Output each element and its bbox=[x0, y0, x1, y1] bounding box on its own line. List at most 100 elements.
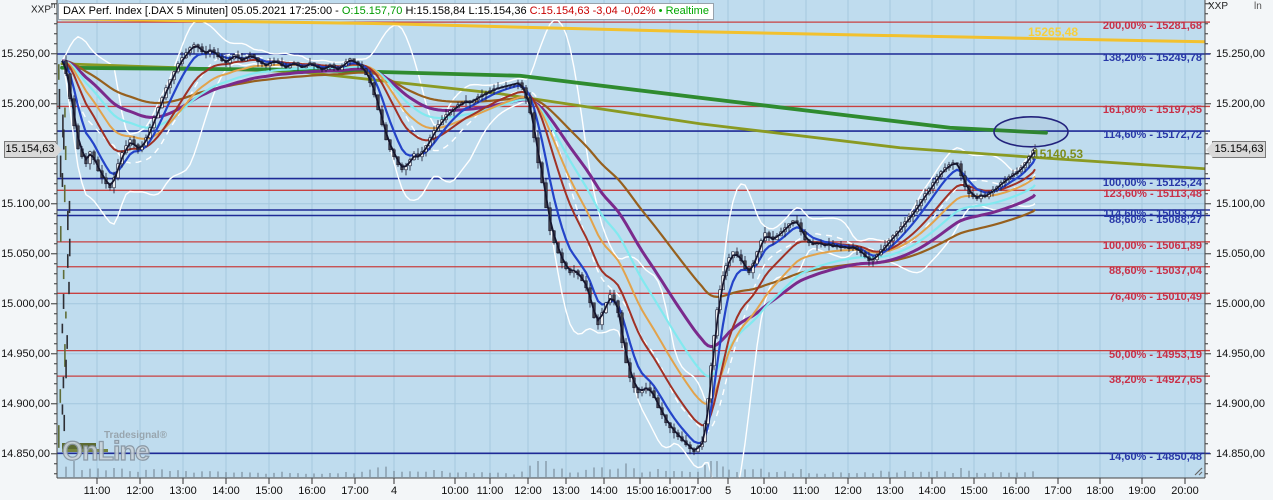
volume-bar bbox=[577, 472, 579, 477]
fibonacci-label: 38,20% - 14927,65 bbox=[1109, 374, 1202, 387]
resize-diagonal bbox=[1194, 467, 1203, 476]
history-tick bbox=[63, 414, 66, 432]
ellipse-annotation[interactable] bbox=[993, 115, 1069, 148]
log-linear-toggle[interactable]: ln bbox=[1254, 1, 1262, 12]
history-tick bbox=[58, 64, 60, 80]
time-tick-label: 5 bbox=[724, 485, 732, 497]
volume-bar bbox=[776, 472, 778, 477]
time-tick-label: 11:00 bbox=[476, 485, 504, 497]
volume-bar bbox=[816, 473, 818, 477]
ellipse-annotation-layer[interactable] bbox=[993, 115, 1069, 148]
time-tick-label: 14:00 bbox=[918, 485, 946, 497]
title-segment: • Realtime bbox=[658, 5, 709, 17]
time-tick-label: 17:00 bbox=[341, 485, 369, 497]
volume-bar bbox=[185, 471, 187, 477]
volume-bar bbox=[417, 471, 419, 477]
time-tick-label: 12:00 bbox=[834, 485, 862, 497]
volume-bar bbox=[960, 468, 962, 477]
volume-bar bbox=[505, 473, 507, 477]
volume-bar bbox=[409, 471, 411, 477]
price-tick-label: 14.900,00 bbox=[1, 397, 50, 410]
fibonacci-label: 76,40% - 15010,49 bbox=[1109, 291, 1202, 304]
volume-bar bbox=[673, 471, 675, 477]
volume-bar bbox=[665, 470, 667, 477]
volume-bar bbox=[553, 468, 555, 477]
price-tick-label: 14.950,00 bbox=[1216, 347, 1265, 360]
volume-bar bbox=[153, 469, 155, 477]
price-tick-label: 15.000,00 bbox=[1216, 297, 1265, 310]
volume-bar bbox=[369, 469, 371, 477]
price-tick-label: 15.050,00 bbox=[1216, 247, 1265, 260]
volume-bar bbox=[744, 469, 746, 477]
volume-bar bbox=[289, 473, 291, 477]
volume-bar bbox=[848, 473, 850, 477]
volume-bar bbox=[569, 472, 571, 477]
volume-bar bbox=[689, 471, 691, 477]
plot-background bbox=[57, 0, 1205, 478]
volume-bar bbox=[169, 470, 171, 477]
last-price-tag-right: 15.154,63 bbox=[1212, 141, 1266, 158]
price-tick-label: 14.850,00 bbox=[1, 447, 50, 460]
time-tick-label: 15:00 bbox=[960, 485, 988, 497]
volume-bar bbox=[113, 468, 115, 477]
volume-bar bbox=[880, 470, 882, 477]
volume-bar bbox=[888, 471, 890, 477]
volume-bar bbox=[609, 469, 611, 477]
fibonacci-label: 161,80% - 15197,35 bbox=[1102, 104, 1202, 117]
time-tick-label: 13:00 bbox=[876, 485, 904, 497]
volume-bar bbox=[249, 472, 251, 477]
bollinger-upper bbox=[61, 19, 1036, 402]
volume-bar bbox=[1032, 471, 1034, 477]
volume-bar bbox=[920, 471, 922, 477]
candlestick-series[interactable] bbox=[61, 42, 1037, 456]
fibonacci-label: 123,60% - 15113,48 bbox=[1103, 188, 1202, 201]
price-tick-label: 14.900,00 bbox=[1216, 397, 1265, 410]
time-tick-label: 15:00 bbox=[255, 485, 283, 497]
price-tick-label: 15.250,00 bbox=[1, 47, 50, 60]
volume-bar bbox=[473, 473, 475, 477]
time-tick-label: 4 bbox=[390, 485, 398, 497]
history-tick bbox=[65, 311, 67, 319]
time-tick-label: 12:00 bbox=[514, 485, 542, 497]
title-segment: C:15.154,63 -3,04 -0,02% bbox=[529, 5, 659, 17]
history-tick bbox=[66, 254, 69, 268]
volume-bar bbox=[337, 473, 339, 477]
history-tick bbox=[59, 155, 62, 178]
volume-bar bbox=[321, 473, 323, 477]
volume-bar bbox=[401, 471, 403, 477]
price-tick-label: 15.200,00 bbox=[1216, 97, 1265, 110]
volume-bar bbox=[1016, 472, 1018, 477]
volume-bar bbox=[681, 471, 683, 477]
time-tick-label: 12:00 bbox=[126, 485, 154, 497]
volume-bar bbox=[305, 473, 307, 477]
volume-bar bbox=[704, 464, 706, 477]
price-tick-label: 15.050,00 bbox=[1, 247, 50, 260]
line-value-label: 15265,48 bbox=[1028, 25, 1079, 39]
volume-bar bbox=[952, 473, 954, 477]
volume-bar bbox=[561, 468, 563, 477]
history-tick bbox=[61, 173, 64, 187]
history-tick bbox=[64, 344, 66, 367]
time-tick-label: 10:00 bbox=[441, 485, 469, 497]
volume-bar bbox=[944, 471, 946, 477]
time-tick-label: 16:00 bbox=[1002, 485, 1030, 497]
volume-bar bbox=[353, 473, 355, 477]
time-tick-label: 13:00 bbox=[169, 485, 197, 497]
volume-bar bbox=[593, 467, 595, 477]
volume-bar bbox=[425, 471, 427, 477]
volume-bar bbox=[241, 471, 243, 477]
axis-ticks bbox=[51, 3, 1211, 484]
volume-bar bbox=[768, 472, 770, 477]
resize-handle-icon[interactable] bbox=[1194, 467, 1203, 476]
trend-gold[interactable] bbox=[60, 17, 1205, 44]
volume-bar bbox=[716, 461, 718, 477]
fibonacci-label: 100,00% - 15125,24 bbox=[1102, 176, 1202, 189]
price-tick-label: 15.200,00 bbox=[1, 97, 50, 110]
volume-bar bbox=[928, 471, 930, 477]
volume-bar bbox=[329, 473, 331, 477]
volume-bar bbox=[377, 467, 379, 477]
volume-bar bbox=[233, 472, 235, 477]
volume-bar bbox=[105, 470, 107, 477]
chart-legend-title[interactable]: DAX Perf. Index [.DAX 5 Minuten] 05.05.2… bbox=[58, 3, 714, 20]
